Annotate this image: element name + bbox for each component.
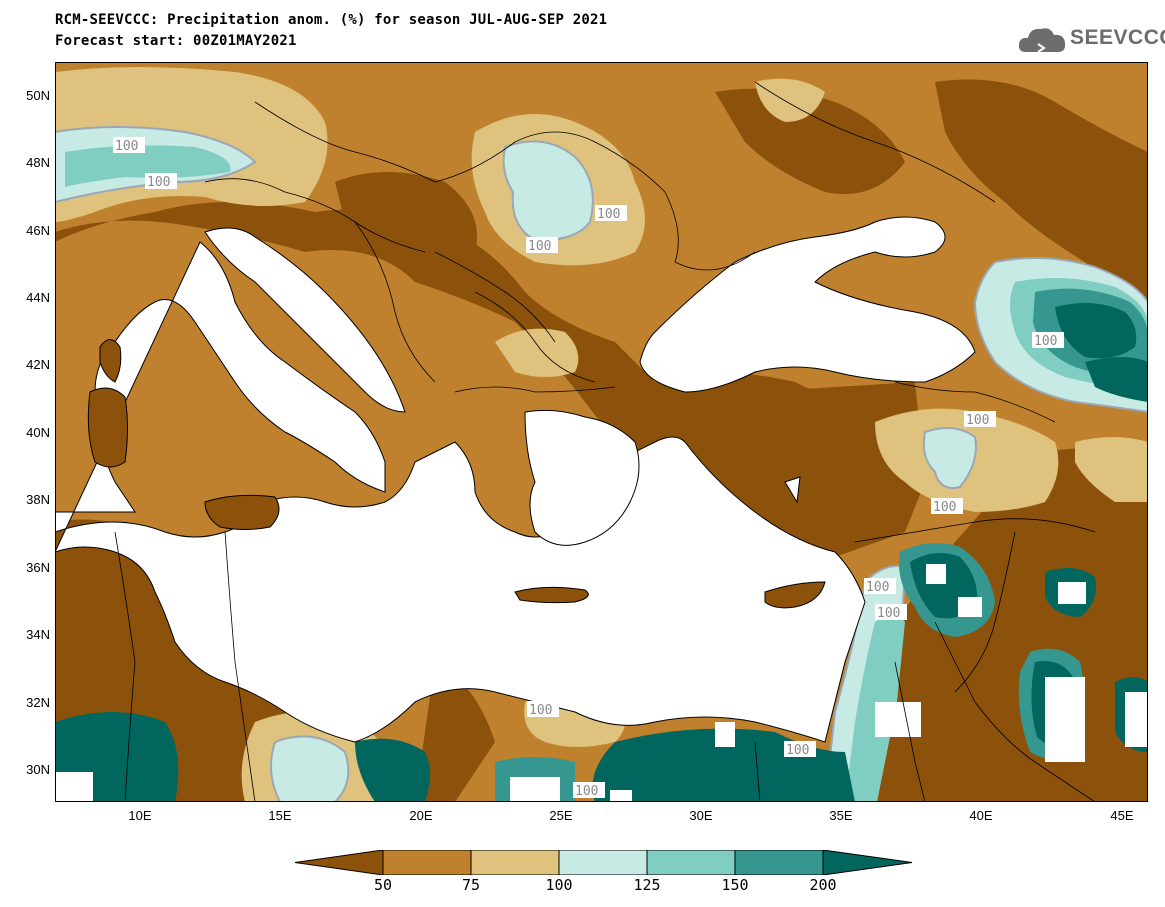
map-frame xyxy=(55,62,1148,802)
lon-tick-label: 15E xyxy=(268,808,292,823)
crete xyxy=(514,586,589,604)
contour-label: 100 xyxy=(786,743,809,758)
precipitation-anomaly-map: 100 100 100 100 100 100 100 100 100 100 … xyxy=(55,62,1148,802)
contour-labels: 100 100 100 100 100 100 100 100 100 100 … xyxy=(113,137,1064,799)
lat-tick-label: 38N xyxy=(26,492,50,507)
lat-tick-label: 48N xyxy=(26,155,50,170)
legend-label: 150 xyxy=(721,876,749,894)
legend-label: 200 xyxy=(809,876,837,894)
country-borders xyxy=(114,81,1096,802)
legend-swatch xyxy=(295,850,384,875)
legend-swatch xyxy=(822,850,913,875)
legend-swatch xyxy=(646,850,736,875)
lat-tick-label: 30N xyxy=(26,762,50,777)
contour-label: 100 xyxy=(575,784,598,799)
legend-swatch xyxy=(382,850,472,875)
missing-data-patches xyxy=(55,564,1148,802)
legend-label: 100 xyxy=(545,876,573,894)
logo-text: SEEVCCC xyxy=(1070,26,1165,49)
sicily xyxy=(204,494,280,530)
sardinia xyxy=(87,387,128,468)
chart-subtitle: Forecast start: 00Z01MAY2021 xyxy=(55,33,297,49)
lake xyxy=(784,476,801,504)
lon-tick-label: 35E xyxy=(829,808,853,823)
lat-tick-label: 40N xyxy=(26,425,50,440)
contour-label: 100 xyxy=(597,207,620,222)
lat-tick-label: 44N xyxy=(26,290,50,305)
lat-tick-label: 42N xyxy=(26,357,50,372)
lat-tick-label: 36N xyxy=(26,560,50,575)
contour-label: 100 xyxy=(933,500,956,515)
contour-label: 100 xyxy=(115,139,138,154)
sea-areas xyxy=(55,216,976,743)
contour-label: 100 xyxy=(147,175,170,190)
aegean-sea xyxy=(524,409,640,546)
lat-tick-label: 34N xyxy=(26,627,50,642)
lat-tick-label: 50N xyxy=(26,88,50,103)
legend-label: 125 xyxy=(633,876,661,894)
cloud-icon xyxy=(1018,28,1066,53)
color-legend xyxy=(295,850,913,875)
legend-swatch xyxy=(558,850,648,875)
lat-tick-label: 46N xyxy=(26,223,50,238)
cyprus xyxy=(764,581,826,609)
lon-tick-label: 30E xyxy=(689,808,713,823)
legend-label: 50 xyxy=(373,876,393,894)
lon-tick-label: 20E xyxy=(409,808,433,823)
corsica xyxy=(99,339,122,383)
lon-tick-label: 25E xyxy=(549,808,573,823)
chart-title: RCM-SEEVCCC: Precipitation anom. (%) for… xyxy=(55,12,608,28)
lon-tick-label: 40E xyxy=(969,808,993,823)
legend-swatch xyxy=(734,850,824,875)
contour-label: 100 xyxy=(877,606,900,621)
islands xyxy=(87,339,826,609)
contour-label: 100 xyxy=(528,239,551,254)
contour-label: 100 xyxy=(1034,334,1057,349)
contour-label: 100 xyxy=(966,413,989,428)
seevccc-logo: SEEVCCC xyxy=(1018,22,1165,58)
contour-label: 100 xyxy=(866,580,889,595)
black-sea xyxy=(639,216,976,393)
adriatic-sea xyxy=(204,227,406,413)
legend-swatch xyxy=(470,850,560,875)
lat-tick-label: 32N xyxy=(26,695,50,710)
lon-tick-label: 45E xyxy=(1110,808,1134,823)
contour-label: 100 xyxy=(529,703,552,718)
lon-tick-label: 10E xyxy=(128,808,152,823)
legend-label: 75 xyxy=(461,876,481,894)
